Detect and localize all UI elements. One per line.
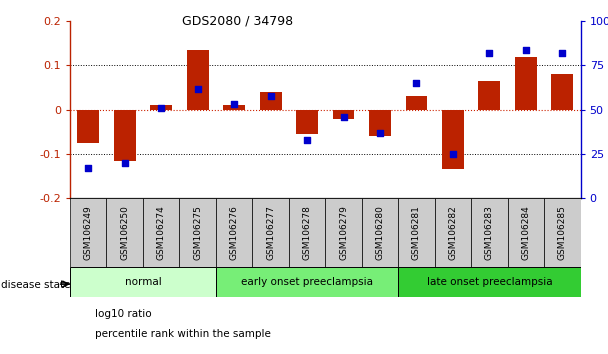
Point (302, 137, 312, 143)
Bar (435, 198, 471, 267)
Bar (333, 110, 354, 119)
Text: GSM106279: GSM106279 (339, 205, 348, 260)
Bar (478, 81, 500, 110)
Point (339, 114, 348, 120)
Text: GSM106250: GSM106250 (120, 205, 129, 260)
Bar (260, 92, 282, 110)
Text: GSM106281: GSM106281 (412, 205, 421, 260)
Bar (216, 267, 398, 297)
Text: percentile rank within the sample: percentile rank within the sample (95, 329, 271, 339)
Bar (289, 198, 325, 267)
Text: GSM106280: GSM106280 (376, 205, 384, 260)
Bar (223, 105, 245, 110)
Bar (143, 198, 179, 267)
Text: GSM106283: GSM106283 (485, 205, 494, 260)
Bar (114, 110, 136, 161)
Point (521, 47, 531, 52)
Bar (216, 198, 252, 267)
Bar (179, 198, 216, 267)
Point (193, 86, 202, 91)
Point (448, 151, 458, 157)
Bar (369, 110, 391, 136)
Bar (471, 198, 508, 267)
Bar (252, 198, 289, 267)
Text: early onset preeclampsia: early onset preeclampsia (241, 277, 373, 287)
Point (266, 93, 275, 98)
Bar (398, 267, 581, 297)
Point (558, 50, 567, 56)
Bar (187, 50, 209, 110)
Text: GSM106282: GSM106282 (449, 205, 457, 260)
Text: disease state: disease state (1, 280, 71, 290)
Bar (406, 97, 427, 110)
Bar (508, 198, 544, 267)
Bar (551, 74, 573, 110)
Bar (70, 267, 216, 297)
Point (485, 50, 494, 56)
Point (83, 165, 93, 171)
Text: GSM106284: GSM106284 (522, 205, 530, 260)
Bar (515, 57, 537, 110)
Bar (70, 198, 106, 267)
Text: log10 ratio: log10 ratio (95, 309, 152, 319)
Bar (150, 105, 172, 110)
Text: GSM106276: GSM106276 (230, 205, 238, 260)
Bar (544, 198, 581, 267)
Point (229, 102, 239, 107)
Text: GSM106278: GSM106278 (303, 205, 311, 260)
Point (156, 105, 166, 111)
Bar (442, 110, 464, 170)
Bar (362, 198, 398, 267)
Text: late onset preeclampsia: late onset preeclampsia (427, 277, 552, 287)
Text: GSM106275: GSM106275 (193, 205, 202, 260)
Bar (325, 198, 362, 267)
Text: normal: normal (125, 277, 161, 287)
Bar (77, 110, 99, 143)
Text: GSM106277: GSM106277 (266, 205, 275, 260)
Bar (106, 198, 143, 267)
Point (120, 160, 130, 166)
Text: GSM106249: GSM106249 (84, 205, 92, 260)
Bar (296, 110, 318, 134)
Text: GDS2080 / 34798: GDS2080 / 34798 (182, 14, 294, 27)
Bar (398, 198, 435, 267)
Point (375, 130, 385, 136)
Text: GSM106285: GSM106285 (558, 205, 567, 260)
Text: GSM106274: GSM106274 (157, 205, 165, 260)
Point (412, 80, 421, 86)
